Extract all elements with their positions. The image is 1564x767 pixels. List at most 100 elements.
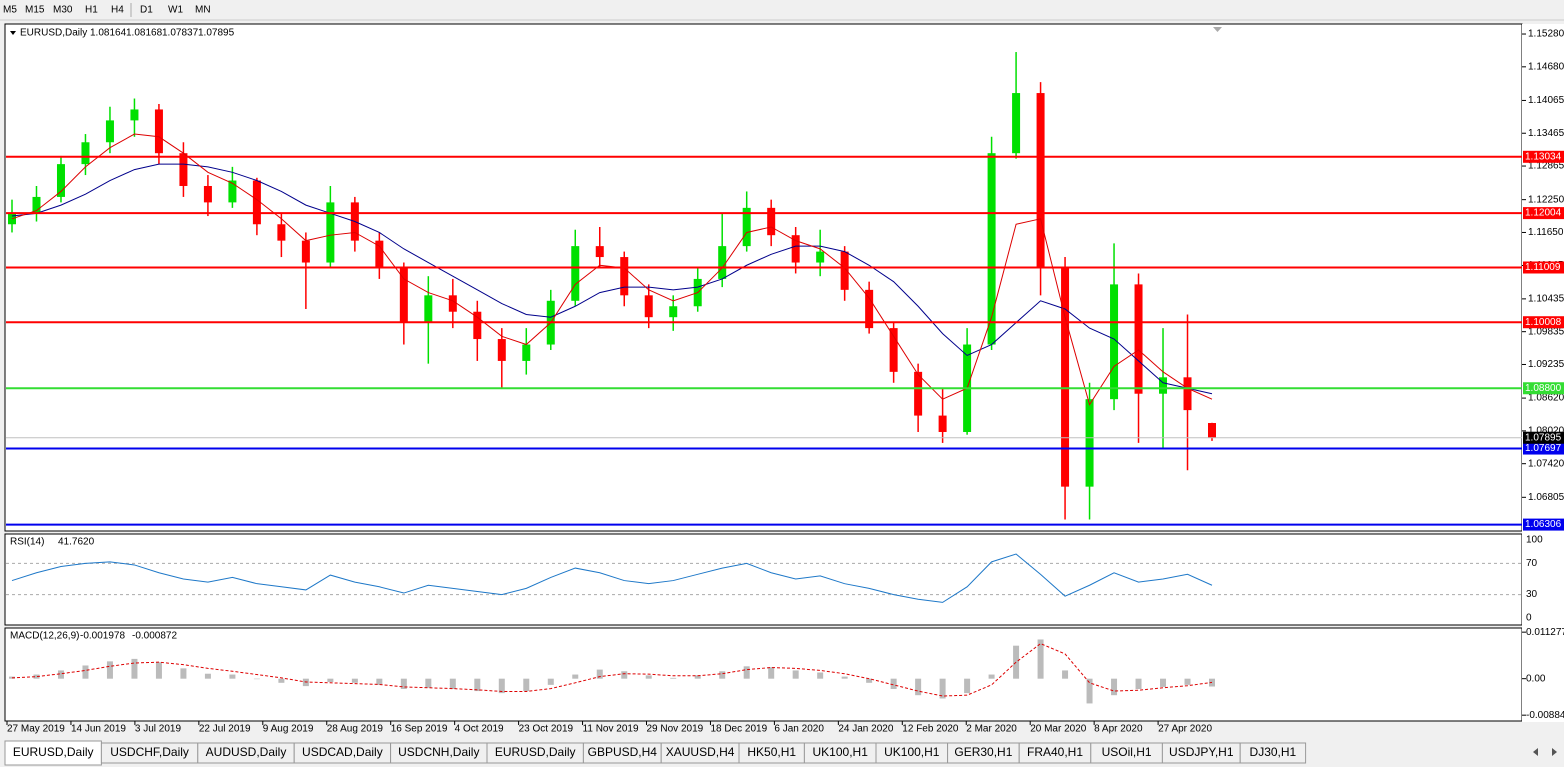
level-label-bg (1523, 207, 1564, 220)
candle-body (914, 371, 923, 416)
y-tick-label: 1.12865 (1528, 161, 1564, 172)
level-label: 1.07697 (1525, 443, 1562, 454)
tab-label[interactable]: XAUUSD,H4 (666, 745, 735, 759)
x-tick-label: 11 Nov 2019 (583, 724, 639, 735)
rsi-line (11, 553, 1213, 603)
macd-tick-label: 0.011277 (1526, 627, 1564, 638)
y-tick-label: 1.13465 (1528, 128, 1564, 139)
candle-body (1012, 93, 1021, 154)
tab-label[interactable]: USDCHF,Daily (110, 745, 189, 759)
candle-body (56, 164, 65, 197)
tab-label[interactable]: GBPUSD,H4 (588, 745, 658, 759)
rsi-name: RSI(14) (10, 537, 44, 548)
level-label: 1.06306 (1525, 519, 1562, 530)
macd-bar (131, 658, 138, 679)
candle-body (1061, 267, 1070, 487)
macd-bar (743, 666, 750, 679)
level-label-bg (1523, 150, 1564, 163)
macd-bar (621, 671, 628, 679)
macd-value: -0.001978 (80, 631, 125, 642)
candle-body (105, 120, 114, 143)
candle-body (81, 142, 90, 165)
candle-body (987, 153, 996, 345)
macd-bar (474, 678, 481, 692)
timeframe-button[interactable]: H1 (85, 5, 98, 16)
candle-body (1110, 284, 1119, 400)
candle-body (571, 246, 580, 301)
x-tick-label: 3 Jul 2019 (135, 724, 182, 735)
tab-label[interactable]: EURUSD,Daily (495, 745, 576, 759)
y-tick-label: 1.10435 (1528, 294, 1564, 305)
macd-bar (449, 678, 456, 689)
candle-body (1134, 284, 1143, 394)
timeframe-button[interactable]: H4 (111, 5, 124, 16)
tab-label[interactable]: USDCNH,Daily (398, 745, 479, 759)
macd-bar (866, 678, 873, 683)
y-tick-label: 1.06805 (1528, 492, 1564, 503)
moving-average (11, 163, 1213, 395)
candle-body (620, 257, 629, 296)
candle-body (424, 295, 433, 323)
tab[interactable] (1239, 742, 1307, 764)
level-label-bg (1523, 518, 1564, 531)
timeframe-button[interactable]: M5 (3, 5, 17, 16)
macd-bar (327, 678, 334, 682)
candle-body (179, 153, 188, 186)
level-label: 1.12004 (1525, 208, 1562, 219)
macd-bar (694, 675, 701, 679)
macd-bar (253, 678, 260, 680)
menu-arrow[interactable] (10, 31, 16, 35)
level-label: 1.10008 (1525, 317, 1562, 328)
macd-bar (988, 674, 995, 679)
candle-body (1036, 93, 1045, 268)
tab-label[interactable]: FRA40,H1 (1027, 745, 1083, 759)
candle-body (448, 295, 457, 312)
candle-body (326, 202, 335, 263)
timeframe-button[interactable]: MN (195, 5, 211, 16)
rsi-tick-label: 70 (1526, 558, 1538, 569)
macd-bar (400, 678, 407, 689)
tab-label[interactable]: EURUSD,Daily (13, 745, 94, 759)
timeframe-button[interactable]: M30 (53, 5, 73, 16)
macd-bar (817, 672, 824, 679)
candle-body (718, 246, 727, 279)
macd-bar (768, 667, 775, 679)
candle-body (203, 185, 212, 203)
macd-bar (498, 678, 505, 694)
scroll-right[interactable] (1552, 748, 1557, 756)
x-tick-label: 28 Aug 2019 (327, 724, 384, 735)
tab-label[interactable]: AUDUSD,Daily (206, 745, 287, 759)
scroll-left[interactable] (1533, 748, 1538, 756)
candle-body (154, 109, 163, 154)
tab-label[interactable]: GER30,H1 (954, 745, 1012, 759)
timeframe-button[interactable]: W1 (168, 5, 183, 16)
candle-body (473, 311, 482, 340)
tab-label[interactable]: UK100,H1 (813, 745, 869, 759)
tab-label[interactable]: USDJPY,H1 (1169, 745, 1234, 759)
ohlc-value: 1.07895 (198, 28, 235, 39)
tab-label[interactable]: USOil,H1 (1102, 745, 1152, 759)
candle-body (1183, 377, 1192, 411)
tab-label[interactable]: USDCAD,Daily (302, 745, 383, 759)
timeframe-button[interactable]: D1 (140, 5, 153, 16)
candle-body (399, 267, 408, 323)
candle-body (301, 240, 310, 263)
level-label-bg (1523, 261, 1564, 274)
macd-bar (278, 678, 285, 683)
tab-label[interactable]: UK100,H1 (884, 745, 940, 759)
tab-label[interactable]: HK50,H1 (747, 745, 796, 759)
macd-bar (547, 678, 554, 685)
y-tick-label: 1.15280 (1528, 29, 1564, 40)
y-tick-label: 1.11650 (1528, 227, 1564, 238)
macd-bar (670, 677, 677, 679)
macd-bar (1037, 639, 1044, 679)
macd-bar (204, 673, 211, 679)
timeframe-button[interactable]: M15 (25, 5, 45, 16)
macd-bar (645, 675, 652, 679)
candle-body (32, 196, 41, 214)
macd-bar (890, 678, 897, 689)
tab-label[interactable]: DJ30,H1 (1250, 745, 1297, 759)
candle-body (644, 295, 653, 318)
candle-body (130, 109, 139, 121)
